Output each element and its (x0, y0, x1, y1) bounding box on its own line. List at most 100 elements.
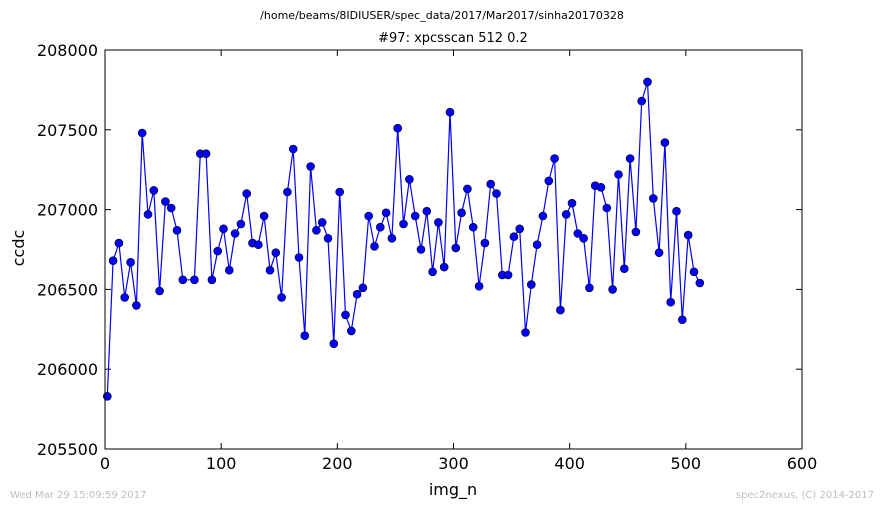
data-point (585, 283, 594, 293)
data-series (103, 77, 705, 401)
x-tick-label: 600 (787, 454, 818, 473)
data-point (434, 218, 443, 227)
data-point (399, 219, 408, 229)
data-point (660, 138, 670, 147)
data-point (666, 297, 676, 307)
data-point (219, 224, 228, 234)
data-point (312, 226, 321, 235)
data-point (335, 187, 345, 197)
data-point (445, 107, 455, 117)
data-point (201, 149, 211, 158)
data-point (166, 203, 176, 213)
data-point (108, 256, 118, 266)
data-point (172, 226, 182, 235)
data-point (683, 230, 693, 240)
y-tick-label: 207000 (37, 201, 98, 220)
data-point (114, 238, 124, 248)
data-point (283, 187, 292, 197)
data-point (550, 154, 559, 163)
data-point (381, 208, 391, 218)
data-point (480, 238, 490, 248)
data-point (486, 179, 496, 189)
data-point (556, 305, 565, 315)
data-point (463, 184, 472, 194)
data-point (579, 234, 588, 243)
data-point (190, 275, 199, 285)
y-tick-label: 206000 (37, 360, 98, 379)
data-point (602, 203, 612, 213)
data-point (364, 211, 374, 221)
data-point (428, 267, 437, 277)
data-point (149, 186, 159, 195)
chart-title: #97: xpcsscan 512 0.2 (378, 31, 528, 46)
data-point (178, 275, 188, 285)
data-point (503, 270, 513, 280)
x-axis-ticks: 0 100 200 300 400 500 600 (100, 50, 817, 473)
data-point (492, 189, 501, 198)
data-point (271, 248, 281, 257)
data-point (515, 224, 525, 234)
data-point (689, 267, 699, 277)
data-point (288, 144, 298, 154)
data-point (126, 257, 135, 267)
data-point (323, 234, 333, 243)
data-point (637, 96, 647, 106)
data-point (300, 331, 310, 341)
plot-frame (104, 49, 803, 450)
data-point (242, 189, 251, 198)
data-point (143, 210, 153, 219)
y-tick-label: 208000 (37, 41, 98, 60)
data-point (643, 77, 652, 87)
data-point (451, 243, 461, 253)
data-point (631, 227, 641, 237)
data-point (259, 211, 269, 221)
data-point (422, 206, 432, 216)
data-point (405, 175, 414, 184)
data-point (306, 162, 315, 171)
series-line (106, 81, 701, 397)
data-point (672, 206, 681, 216)
data-point (619, 264, 629, 274)
data-point (230, 229, 240, 238)
data-point (370, 242, 379, 251)
y-tick-label: 205500 (37, 440, 98, 459)
y-tick-label: 206500 (37, 280, 98, 299)
data-point (294, 253, 304, 262)
data-point (468, 222, 478, 232)
x-tick-label: 300 (438, 454, 469, 473)
data-point (352, 289, 362, 299)
y-axis-label: ccdc (9, 230, 28, 267)
footer-timestamp: Wed Mar 29 15:09:59 2017 (10, 490, 146, 501)
data-point (596, 183, 606, 192)
x-axis-label: img_n (429, 480, 477, 500)
data-point (457, 208, 466, 218)
data-point (346, 326, 356, 336)
data-point (317, 218, 327, 227)
y-tick-label: 207500 (37, 121, 98, 140)
data-point (410, 211, 420, 221)
data-point (544, 176, 554, 186)
data-point (137, 128, 147, 138)
data-point (416, 245, 426, 254)
data-point (358, 283, 368, 293)
data-point (561, 210, 571, 219)
data-point (614, 170, 623, 179)
data-point (387, 234, 397, 243)
data-point (573, 229, 583, 238)
figure-suptitle: /home/beams/8IDIUSER/spec_data/2017/Mar2… (260, 9, 624, 22)
data-point (329, 339, 339, 349)
data-point (648, 194, 658, 203)
footer-credit: spec2nexus, (C) 2014-2017 (736, 490, 874, 501)
x-tick-label: 100 (206, 454, 237, 473)
data-point (677, 315, 687, 325)
data-point (625, 154, 635, 163)
data-point (236, 219, 246, 229)
data-point (439, 262, 449, 272)
data-point (538, 211, 548, 221)
data-point (213, 246, 222, 256)
data-point (526, 280, 536, 289)
data-point (695, 278, 705, 288)
data-point (161, 197, 170, 206)
data-point (509, 232, 519, 241)
